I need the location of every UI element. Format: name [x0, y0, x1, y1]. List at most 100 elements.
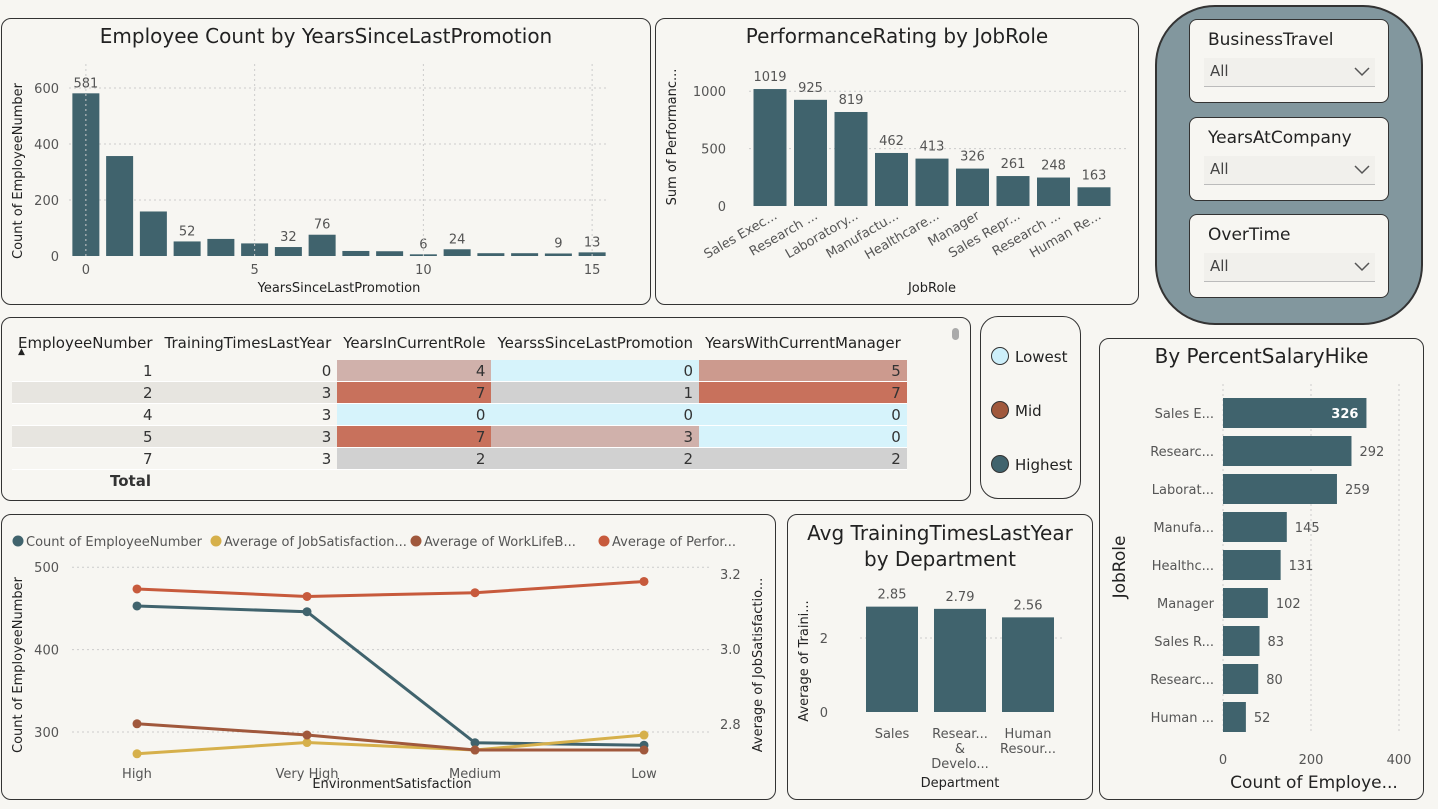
- series-point: [302, 607, 312, 617]
- y-tick-label: Healthc...: [1152, 559, 1214, 574]
- bar: [1223, 588, 1268, 618]
- matrix-header-years-since-promotion[interactable]: YearssSinceLastPromotion: [497, 334, 694, 352]
- bar: [753, 89, 787, 206]
- legend-label: Average of Perfor...: [612, 535, 736, 550]
- legend-marker: [210, 535, 222, 547]
- data-label: 326: [960, 150, 985, 165]
- bar: [934, 608, 986, 712]
- table-cell: 0: [491, 360, 700, 382]
- x-tick-label: High: [122, 767, 152, 782]
- data-label: 83: [1268, 635, 1285, 650]
- data-label: 32: [280, 230, 297, 245]
- legend-item-lowest: Lowest: [991, 347, 1067, 366]
- slicer-overtime: OverTime All: [1189, 214, 1389, 298]
- matrix-header-training-times[interactable]: TrainingTimesLastYear: [164, 334, 332, 352]
- data-label: 261: [1001, 157, 1026, 172]
- environment-line-chart-svg: 300 400 500 2.8 3.0 3.2 Count of EmployeeNumbe…: [11, 535, 766, 792]
- training-chart-panel: Avg TrainingTimesLastYear by Department 0…: [787, 514, 1093, 800]
- series-line: [136, 604, 645, 747]
- y-tick-label: 200: [34, 194, 59, 209]
- bar: [342, 250, 370, 256]
- series-point: [639, 576, 649, 586]
- bar: [1223, 398, 1367, 428]
- bar: [106, 156, 134, 256]
- x-tick-label: 0: [82, 263, 90, 278]
- y-tick-label: 500: [701, 143, 726, 158]
- bar: [1223, 664, 1259, 694]
- bar: [834, 111, 868, 206]
- table-cell: 0: [337, 403, 492, 426]
- data-label: 2.79: [946, 590, 975, 605]
- bar: [173, 241, 201, 256]
- matrix-header-years-in-role[interactable]: YearsInCurrentRole: [343, 334, 486, 352]
- business-travel-dropdown[interactable]: All: [1204, 58, 1375, 87]
- bar: [139, 211, 167, 256]
- table-cell: 3: [158, 425, 338, 448]
- dropdown-value: All: [1210, 257, 1229, 275]
- y-tick-label: Manager: [1157, 597, 1215, 612]
- matrix-scrollbar[interactable]: [952, 328, 959, 340]
- bar: [477, 253, 505, 256]
- slicer-years-at-company: YearsAtCompany All: [1189, 117, 1389, 201]
- sort-ascending-icon: ▲: [18, 347, 25, 357]
- data-label: 819: [839, 93, 864, 108]
- y-tick-label: 400: [34, 644, 59, 659]
- bar: [1037, 177, 1070, 206]
- series-point: [470, 738, 480, 748]
- x-tick-label: Sales: [875, 727, 910, 742]
- data-label: 462: [879, 134, 904, 149]
- matrix-table: EmployeeNumber ▲ TrainingTimesLastYear Ye…: [12, 328, 907, 470]
- salary-hike-chart-svg: 0 200 400 Sales E... 326 Researc... 292 Laborat…: [1110, 384, 1411, 793]
- x-tick-label: Human: [1005, 727, 1052, 742]
- table-cell: 7: [337, 381, 492, 404]
- table-cell: 3: [491, 425, 700, 448]
- y-tick-label: 0: [820, 706, 828, 721]
- bar: [207, 238, 235, 256]
- table-cell: 4: [12, 403, 159, 426]
- slicer-group: BusinessTravel All YearsAtCompany All Ov…: [1155, 5, 1423, 325]
- bar: [1077, 187, 1111, 206]
- bar: [1223, 702, 1246, 732]
- y-axis-title: Count of EmployeeNumber: [11, 576, 26, 753]
- legend-item-highest: Highest: [991, 455, 1072, 474]
- matrix-header-employee-number[interactable]: EmployeeNumber ▲: [18, 334, 153, 357]
- series-point: [639, 730, 649, 740]
- y2-tick-label: 3.0: [720, 643, 741, 658]
- matrix-header-years-with-manager[interactable]: YearsWithCurrentManager: [705, 334, 901, 352]
- table-cell: 3: [158, 447, 338, 470]
- training-chart-title: Avg TrainingTimesLastYear by Department: [807, 521, 1073, 571]
- y-tick-label: 300: [34, 726, 59, 741]
- legend-marker: [410, 535, 422, 547]
- series-line: [136, 722, 644, 752]
- series-point: [302, 738, 312, 748]
- data-label: 102: [1276, 597, 1301, 612]
- data-label: 2.56: [1014, 598, 1043, 613]
- overtime-dropdown[interactable]: All: [1204, 253, 1375, 282]
- matrix-header-row: EmployeeNumber ▲ TrainingTimesLastYear Ye…: [12, 328, 907, 360]
- bar: [915, 158, 949, 206]
- table-cell: 5: [699, 360, 907, 382]
- promotion-chart-panel: Employee Count by YearsSinceLastPromotio…: [1, 18, 651, 305]
- data-label: 292: [1359, 445, 1384, 460]
- table-cell: 1: [12, 360, 159, 382]
- x-tick-label: 5: [250, 263, 258, 278]
- data-label: 80: [1266, 673, 1283, 688]
- legend-label: Average of WorkLifeB...: [424, 535, 576, 550]
- y-tick-label: 1000: [693, 85, 726, 100]
- bar: [866, 606, 918, 712]
- y-tick-label: Laborat...: [1152, 483, 1214, 498]
- series-point: [132, 749, 142, 759]
- legend-marker: [598, 535, 610, 547]
- chevron-down-icon: [1354, 67, 1370, 77]
- years-at-company-dropdown[interactable]: All: [1204, 156, 1375, 185]
- legend-swatch: [991, 401, 1009, 419]
- bar: [511, 253, 539, 256]
- y2-axis-title: Average of JobSatisfactio...: [751, 578, 766, 752]
